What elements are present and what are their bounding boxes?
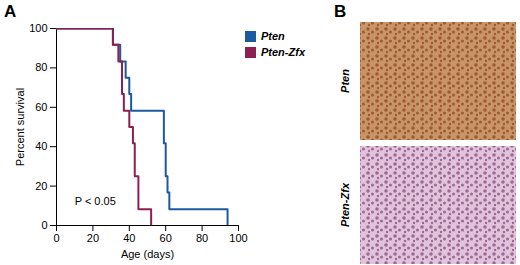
html-text:Pten-Zfx: Pten-Zfx xyxy=(261,46,305,58)
svg-text:Percent survival: Percent survival xyxy=(14,88,26,166)
svg-text:40: 40 xyxy=(123,232,135,244)
svg-text:80: 80 xyxy=(196,232,208,244)
svg-text:60: 60 xyxy=(35,101,47,113)
html-text:B: B xyxy=(334,2,347,21)
svg-text:20: 20 xyxy=(87,232,99,244)
svg-text:80: 80 xyxy=(35,61,47,73)
svg-text:40: 40 xyxy=(35,140,47,152)
svg-text:Age (days): Age (days) xyxy=(121,248,174,260)
svg-text:0: 0 xyxy=(41,219,47,231)
svg-text:20: 20 xyxy=(35,180,47,192)
svg-text:60: 60 xyxy=(160,232,172,244)
svg-text:P < 0.05: P < 0.05 xyxy=(75,195,116,207)
svg-text:100: 100 xyxy=(229,232,247,244)
html-text:Pten: Pten xyxy=(261,30,285,42)
svg-text:Pten: Pten xyxy=(339,69,351,93)
svg-text:0: 0 xyxy=(53,232,59,244)
svg-text:Pten-Zfx: Pten-Zfx xyxy=(339,182,351,227)
svg-text:100: 100 xyxy=(29,22,47,34)
html-text:A: A xyxy=(4,2,17,21)
